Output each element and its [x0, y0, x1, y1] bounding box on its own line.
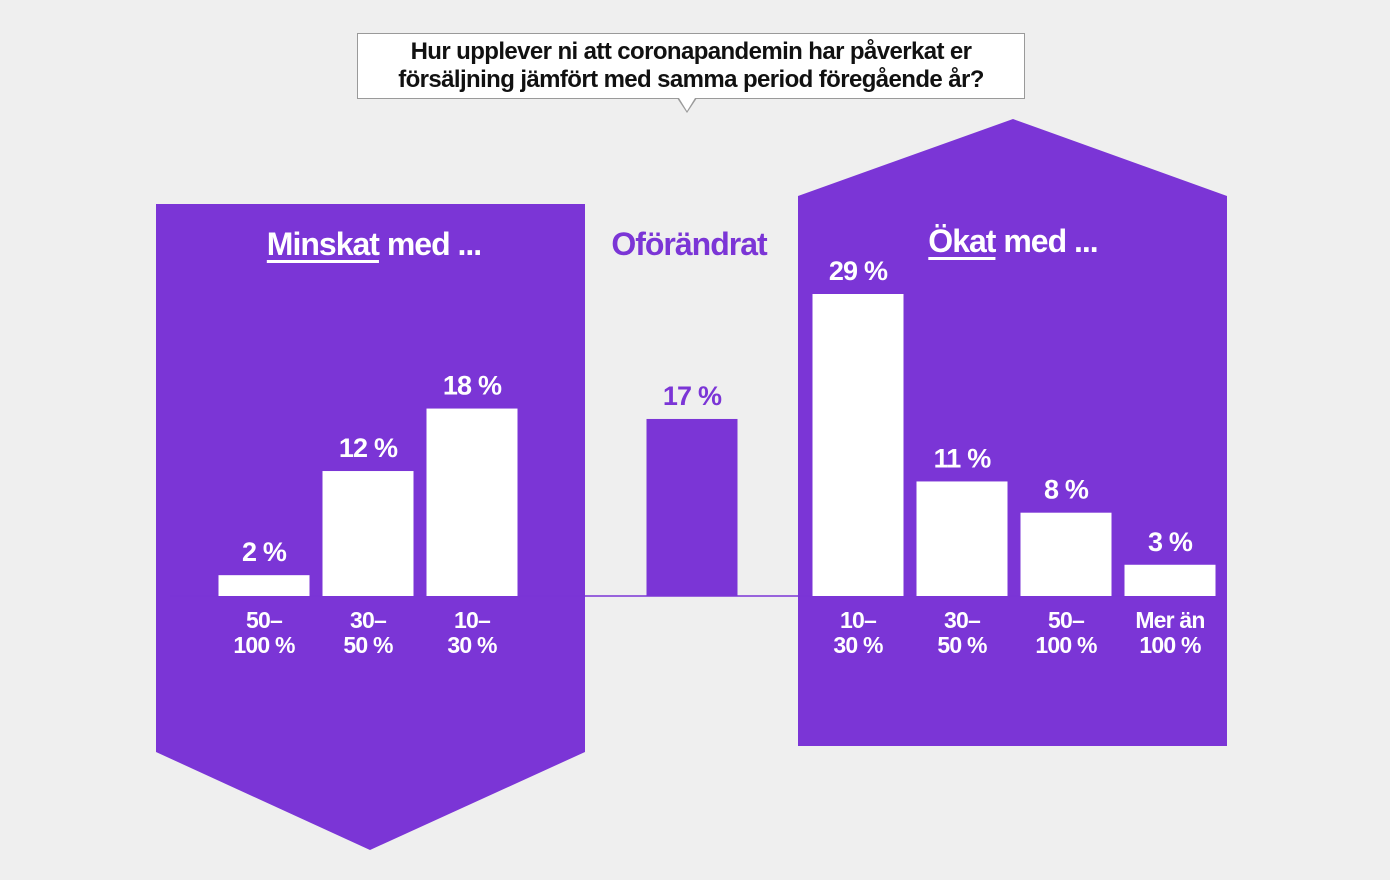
- category-label-line2: 100 %: [1035, 632, 1097, 658]
- category-label-line2: 30 %: [447, 632, 497, 658]
- increased-title-underlined: Ökat: [928, 223, 996, 259]
- decreased-group-title: Minskat med ...: [266, 226, 482, 263]
- increased-group-title: Ökat med ...: [928, 223, 1098, 260]
- bar-value-label: 17 %: [663, 381, 722, 411]
- category-label-line2: 30 %: [833, 632, 883, 658]
- bar-increased-4: [812, 294, 904, 596]
- category-label-line1: 50–: [1048, 607, 1085, 633]
- category-label-line2: 50 %: [343, 632, 393, 658]
- category-label-line2: 100 %: [233, 632, 295, 658]
- increased-panel: [798, 119, 1227, 746]
- category-label-line1: 10–: [454, 607, 491, 633]
- bar-decreased-2: [426, 408, 518, 596]
- unchanged-group-title: Oförändrat: [611, 226, 767, 262]
- category-label-line2: 100 %: [1139, 632, 1201, 658]
- category-label-line2: 50 %: [937, 632, 987, 658]
- bar-value-label: 12 %: [339, 433, 398, 463]
- category-label-line1: 30–: [350, 607, 387, 633]
- bar-increased-7: [1124, 564, 1216, 596]
- bar-value-label: 18 %: [443, 371, 502, 401]
- bar-value-label: 8 %: [1044, 475, 1089, 505]
- increased-title-rest: med ...: [995, 223, 1098, 259]
- category-label-line1: 50–: [246, 607, 283, 633]
- bar-increased-6: [1020, 512, 1112, 596]
- bar-value-label: 3 %: [1148, 527, 1193, 557]
- bar-unchanged-3: [646, 418, 738, 596]
- decreased-title-underlined: Minskat: [266, 226, 380, 262]
- question-pointer-fill: [679, 98, 695, 111]
- bar-value-label: 29 %: [829, 256, 888, 286]
- bar-decreased-0: [218, 575, 310, 596]
- bar-increased-5: [916, 481, 1008, 596]
- question-line-1: Hur upplever ni att coronapandemin har p…: [410, 38, 972, 65]
- question-line-2: försäljning jämfört med samma period för…: [398, 66, 984, 93]
- bar-decreased-1: [322, 471, 414, 596]
- bar-value-label: 11 %: [934, 443, 992, 473]
- decreased-title-rest: med ...: [378, 226, 482, 262]
- question-box: Hur upplever ni att coronapandemin har p…: [357, 33, 1025, 99]
- category-label-line1: 10–: [840, 607, 877, 633]
- category-label-line1: Mer än: [1135, 607, 1204, 633]
- category-label-line1: 30–: [944, 607, 981, 633]
- bar-value-label: 2 %: [242, 537, 287, 567]
- bars-layer: 2 %50–100 %12 %30–50 %18 %10–30 %17 %29 …: [218, 256, 1216, 658]
